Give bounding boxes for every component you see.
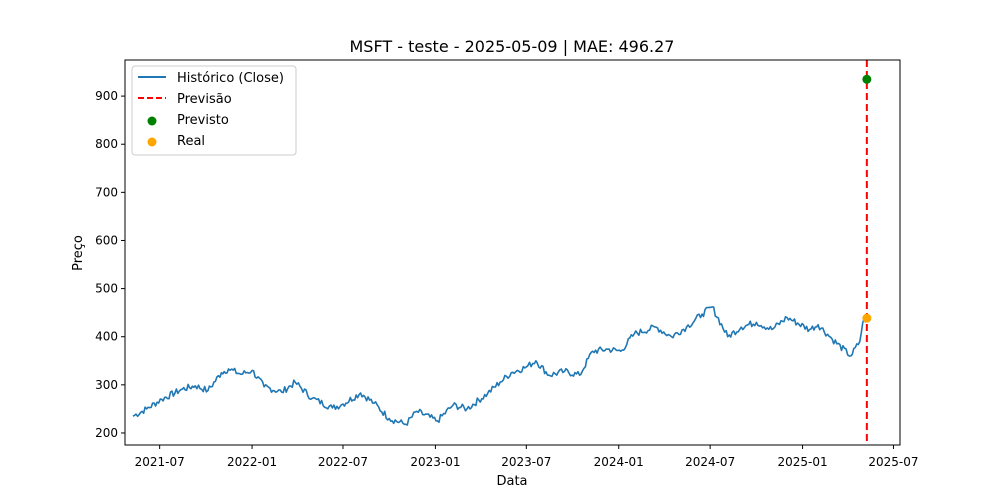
axes-frame <box>124 59 901 446</box>
y-tick-label: 300 <box>95 378 118 392</box>
series-line-historico <box>132 306 868 426</box>
x-tick-label: 2021-07 <box>135 455 185 469</box>
point-real <box>862 313 872 323</box>
y-tick-label: 200 <box>95 426 118 440</box>
legend: Histórico (Close) Previsão Previsto Real <box>131 65 297 156</box>
chart-title: MSFT - teste - 2025-05-09 | MAE: 496.27 <box>350 37 675 56</box>
legend-swatch-previsto <box>147 116 157 126</box>
legend-label: Real <box>177 134 205 149</box>
legend-label: Previsto <box>177 113 229 128</box>
y-tick-label: 400 <box>95 330 118 344</box>
y-axis: 200 300 400 500 600 700 800 900 <box>95 89 125 440</box>
y-tick-label: 700 <box>95 185 118 199</box>
point-previsto <box>862 74 872 84</box>
y-tick-label: 900 <box>95 89 118 103</box>
plot-area <box>132 60 872 445</box>
y-tick-label: 500 <box>95 282 118 296</box>
x-tick-label: 2024-07 <box>685 455 735 469</box>
y-tick-label: 600 <box>95 233 118 247</box>
legend-label: Histórico (Close) <box>177 71 284 86</box>
legend-label: Previsão <box>177 92 232 107</box>
x-tick-label: 2024-01 <box>594 455 644 469</box>
x-tick-label: 2025-07 <box>868 455 918 469</box>
legend-box <box>131 65 297 156</box>
x-axis-label: Data <box>496 474 527 489</box>
x-tick-label: 2023-07 <box>501 455 551 469</box>
x-tick-label: 2022-07 <box>318 455 368 469</box>
y-axis-label: Preço <box>71 235 86 271</box>
x-axis: 2021-07 2022-01 2022-07 2023-01 2023-07 2024-… <box>135 445 919 469</box>
y-tick-label: 800 <box>95 137 118 151</box>
x-tick-label: 2025-01 <box>777 455 827 469</box>
legend-swatch-real <box>147 137 157 147</box>
x-tick-label: 2023-01 <box>410 455 460 469</box>
x-tick-label: 2022-01 <box>227 455 277 469</box>
